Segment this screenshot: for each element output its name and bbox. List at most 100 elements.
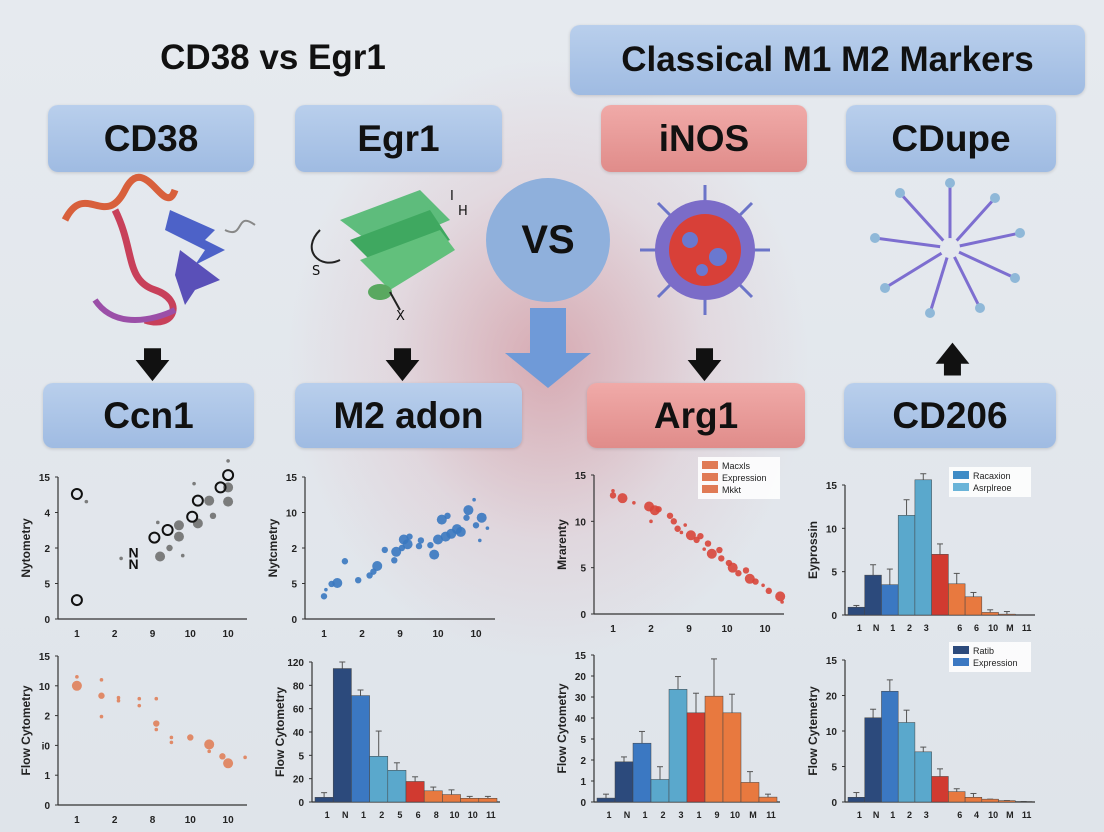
data-point: [324, 587, 328, 592]
legend-swatch: [953, 646, 969, 654]
data-point: [655, 506, 662, 513]
x-tick-label: 11: [766, 810, 776, 820]
structure-label: I: [450, 189, 454, 204]
box-cd38: CD38: [48, 105, 254, 172]
y-tick-label: 10: [39, 682, 51, 693]
bar: [596, 797, 616, 803]
y-tick-label: 0: [44, 615, 50, 626]
x-tick-label: 10: [223, 629, 235, 640]
egr1-protein-structure-icon: I H S X: [310, 189, 468, 324]
legend-label: Mkkt: [722, 485, 741, 495]
x-tick-label: 1: [890, 623, 895, 633]
x-tick-label: 1: [857, 623, 862, 633]
legend-label: Expression: [722, 473, 767, 483]
legend-swatch: [953, 483, 969, 491]
y-axis-label: Flow Cytometry: [19, 685, 33, 775]
y-axis-label: Eyprossin: [806, 521, 820, 579]
data-point: [154, 727, 159, 732]
data-point: [243, 755, 247, 760]
data-point: [180, 553, 185, 558]
x-tick-label: 9: [714, 810, 719, 820]
x-tick-label: N: [873, 810, 880, 820]
data-point: [478, 538, 482, 543]
bar: [758, 796, 778, 803]
x-tick-label: 10: [759, 624, 771, 635]
data-point: [472, 497, 476, 502]
chart-4: 120 80 60 40 5 20 0 Flow Cytometry 1 N 1 2 5 6 8 10 10 11: [273, 658, 500, 820]
legend-swatch: [702, 485, 718, 493]
data-point: [649, 519, 653, 524]
data-point: [192, 481, 196, 486]
data-point: [415, 542, 423, 550]
data-point: [223, 496, 234, 507]
y-tick-label: 0: [298, 798, 304, 809]
data-point: [116, 698, 121, 703]
y-tick-label: 5: [291, 580, 297, 591]
open-marker: [186, 510, 199, 523]
y-axis-label: Mrarenty: [555, 519, 569, 570]
y-tick-label: 5: [831, 568, 837, 579]
x-tick-label: N: [342, 810, 349, 820]
data-point: [204, 739, 215, 750]
x-tick-label: 9: [397, 629, 403, 640]
bar: [332, 668, 352, 803]
x-tick-label: 8: [150, 815, 156, 826]
x-tick-label: 10: [432, 629, 444, 640]
box-m2-adon: M2 adon: [295, 383, 522, 448]
x-tick-label: 10: [470, 629, 482, 640]
x-tick-label: M: [1006, 810, 1014, 820]
bar: [722, 712, 742, 803]
chart-5: 15 10 5 0 Mrarenty 1 2 9 10 10 Macxls Expression Mkk…: [555, 457, 786, 635]
y-tick-label: 15: [826, 481, 838, 492]
box-egr1: Egr1: [295, 105, 502, 172]
open-marker: [148, 531, 161, 544]
data-point: [119, 556, 123, 561]
data-point: [735, 570, 742, 577]
y-tick-label: 10: [575, 517, 587, 528]
data-point: [775, 591, 786, 602]
bar: [847, 797, 865, 803]
y-tick-label: 15: [39, 473, 51, 484]
legend-swatch: [953, 658, 969, 666]
data-point: [463, 505, 474, 516]
data-point: [670, 518, 677, 525]
text-marker: N: [129, 544, 139, 560]
x-tick-label: 3: [924, 623, 929, 633]
legend-label: Asrplreoe: [973, 483, 1012, 493]
y-tick-label: 10: [286, 509, 298, 520]
y-tick-label: 15: [826, 656, 838, 667]
y-tick-label: 30: [575, 693, 587, 704]
x-tick-label: 11: [1022, 810, 1032, 820]
x-tick-label: 6: [957, 810, 962, 820]
data-point: [485, 526, 490, 530]
up-arrow-icon: 🡅: [935, 341, 970, 379]
y-tick-label: 5: [298, 751, 304, 762]
bar: [478, 798, 498, 803]
y-tick-label: 2: [291, 544, 297, 555]
data-point: [609, 492, 617, 499]
x-tick-label: 1: [361, 810, 366, 820]
data-point: [226, 459, 230, 463]
x-tick-label: 1: [890, 810, 895, 820]
bar: [614, 761, 634, 803]
y-axis-label: Flow Cytometry: [555, 683, 569, 773]
y-tick-label: 60: [293, 705, 305, 716]
x-tick-label: M: [1006, 623, 1014, 633]
data-point: [742, 567, 750, 574]
y-tick-label: 2: [44, 544, 50, 555]
data-point: [666, 512, 674, 519]
large-down-arrow-icon: [505, 308, 591, 388]
bar: [314, 797, 334, 803]
page-title: CD38 vs Egr1: [160, 38, 386, 77]
y-tick-label: 4: [44, 509, 50, 520]
data-point: [674, 525, 681, 532]
x-tick-label: 1: [642, 810, 647, 820]
bar: [881, 584, 899, 616]
data-point: [381, 546, 388, 554]
y-tick-label: i0: [42, 741, 51, 752]
y-tick-label: 0: [831, 611, 837, 622]
data-point: [320, 593, 328, 600]
bar: [914, 479, 932, 616]
x-tick-label: 2: [907, 810, 912, 820]
data-point: [155, 520, 160, 525]
